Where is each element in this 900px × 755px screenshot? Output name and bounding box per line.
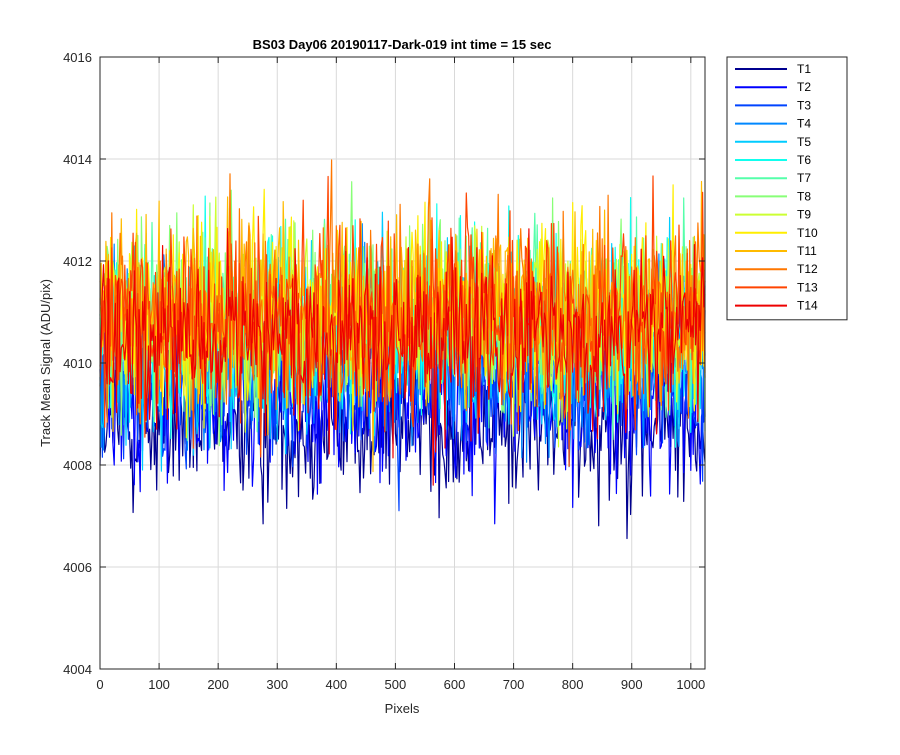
y-tick-label: 4004 <box>63 662 92 677</box>
legend-label: T12 <box>797 262 818 276</box>
legend-label: T6 <box>797 153 811 167</box>
chart-title: BS03 Day06 20190117-Dark-019 int time = … <box>253 37 552 52</box>
y-tick-label: 4012 <box>63 254 92 269</box>
legend-label: T9 <box>797 208 811 222</box>
y-tick-label: 4016 <box>63 50 92 65</box>
legend-label: T7 <box>797 171 811 185</box>
y-axis-label: Track Mean Signal (ADU/pix) <box>38 279 53 447</box>
x-tick-label: 800 <box>562 677 584 692</box>
legend-label: T14 <box>797 299 818 313</box>
x-tick-label: 900 <box>621 677 643 692</box>
y-tick-label: 4010 <box>63 356 92 371</box>
ticks: 0 100 200 300 400 500 600 700 800 900 1000 4004 4006… <box>63 50 705 692</box>
x-tick-label: 700 <box>503 677 525 692</box>
legend-label: T5 <box>797 135 811 149</box>
legend-label: T3 <box>797 98 811 112</box>
x-tick-label: 300 <box>266 677 288 692</box>
legend-label: T11 <box>797 244 817 258</box>
x-axis-label: Pixels <box>385 701 420 716</box>
legend-box <box>726 56 848 321</box>
x-tick-label: 600 <box>444 677 466 692</box>
legend-label: T8 <box>797 189 811 203</box>
x-tick-label: 200 <box>207 677 229 692</box>
series-line-t11 <box>99 180 706 473</box>
legend-label: T4 <box>797 117 811 131</box>
legend-label: T2 <box>797 80 811 94</box>
legend: T1 T2 T3 T4 T5 T6 T7 T8 T9 T10 T11 T12 T13 T14 <box>726 56 848 321</box>
x-tick-label: 500 <box>385 677 407 692</box>
y-tick-label: 4014 <box>63 152 92 167</box>
y-tick-label: 4006 <box>63 560 92 575</box>
legend-label: T13 <box>797 280 818 294</box>
x-tick-label: 0 <box>96 677 103 692</box>
x-tick-label: 1000 <box>676 677 705 692</box>
legend-label: T10 <box>797 226 818 240</box>
legend-label: T1 <box>797 62 811 76</box>
x-tick-label: 400 <box>325 677 347 692</box>
y-tick-label: 4008 <box>63 458 92 473</box>
series-layer <box>99 159 706 540</box>
series-line-t14 <box>99 228 706 486</box>
x-tick-label: 100 <box>148 677 170 692</box>
